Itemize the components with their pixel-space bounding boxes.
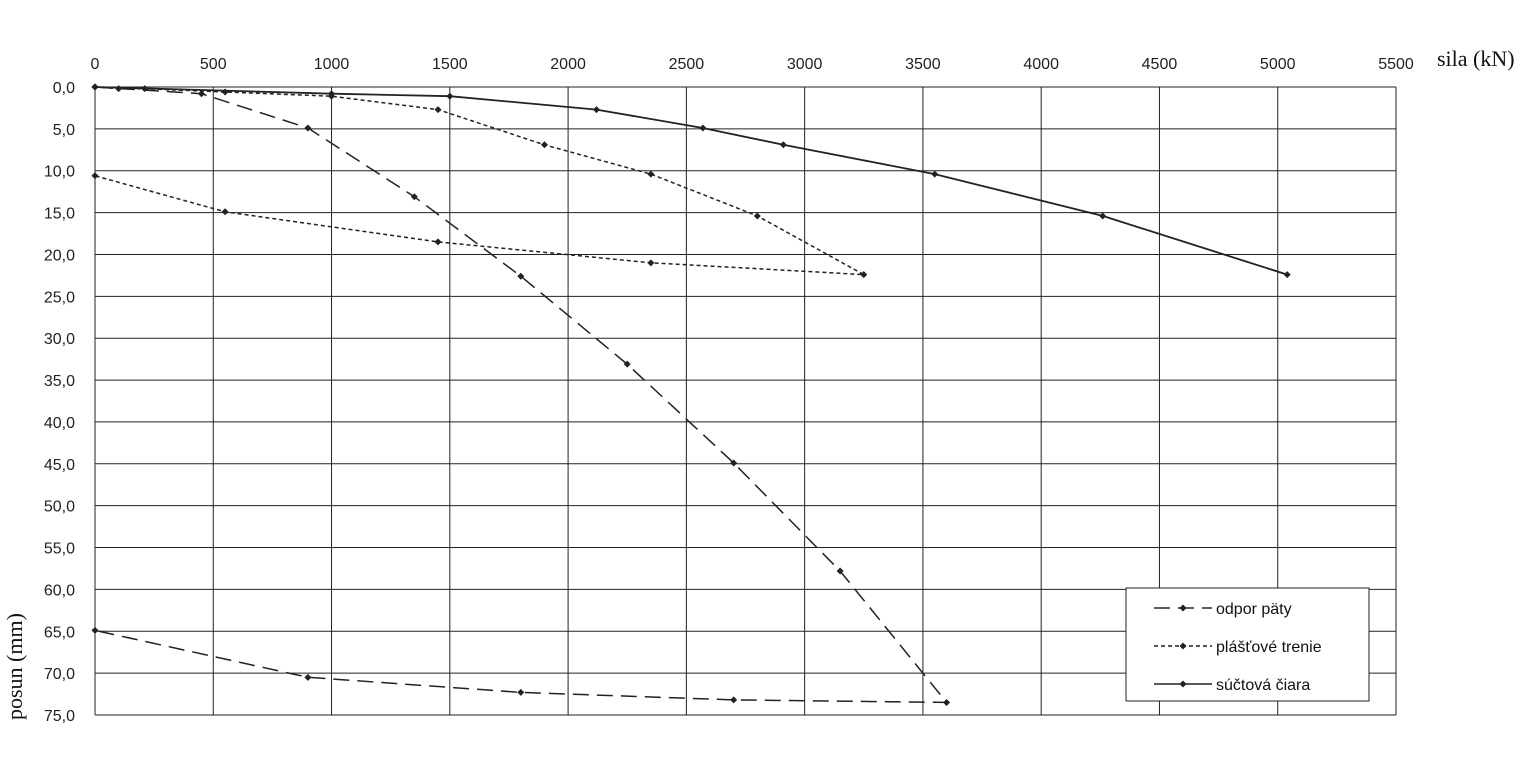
y-tick-label: 5,0 bbox=[53, 122, 75, 139]
y-tick-labels: 0,0 5,0 10,0 15,0 20,0 25,0 30,0 35,0 40,0 45,0 50… bbox=[44, 80, 75, 725]
legend-box bbox=[1125, 587, 1370, 702]
x-tick-label: 500 bbox=[200, 56, 227, 73]
legend-entry: súčtová čiara bbox=[1154, 677, 1310, 694]
data-point bbox=[434, 106, 442, 114]
x-tick-label: 1000 bbox=[314, 56, 350, 73]
data-point bbox=[91, 172, 99, 180]
x-tick-label: 4500 bbox=[1142, 56, 1178, 73]
y-tick-label: 0,0 bbox=[53, 80, 75, 97]
legend-label: odpor päty bbox=[1216, 601, 1292, 618]
series-3 bbox=[91, 83, 1291, 279]
legend-entry: plášťové trenie bbox=[1154, 639, 1322, 656]
data-point bbox=[860, 271, 868, 279]
y-tick-label: 75,0 bbox=[44, 708, 75, 725]
x-tick-label: 5500 bbox=[1378, 56, 1414, 73]
data-point bbox=[592, 106, 600, 114]
data-point bbox=[730, 696, 738, 704]
x-tick-label: 0 bbox=[91, 56, 100, 73]
y-tick-label: 70,0 bbox=[44, 666, 75, 683]
y-tick-label: 40,0 bbox=[44, 415, 75, 432]
data-point bbox=[730, 459, 738, 467]
y-tick-label: 45,0 bbox=[44, 457, 75, 474]
y-tick-label: 65,0 bbox=[44, 624, 75, 641]
x-tick-label: 1500 bbox=[432, 56, 468, 73]
legend: odpor päty plášťové trenie súčtová čiara bbox=[1125, 587, 1370, 702]
data-point bbox=[434, 238, 442, 246]
data-point bbox=[699, 124, 707, 132]
x-tick-label: 3500 bbox=[905, 56, 941, 73]
x-tick-labels: 0 500 1000 1500 2000 2500 3000 3500 4000 4500 5000… bbox=[91, 56, 1414, 73]
legend-marker bbox=[1179, 642, 1187, 650]
y-tick-label: 55,0 bbox=[44, 541, 75, 558]
data-point bbox=[943, 698, 951, 706]
data-point bbox=[446, 92, 454, 100]
data-point bbox=[91, 83, 99, 91]
legend-label: plášťové trenie bbox=[1216, 639, 1322, 656]
data-point bbox=[931, 170, 939, 178]
data-point bbox=[517, 272, 525, 280]
x-tick-label: 5000 bbox=[1260, 56, 1296, 73]
y-tick-label: 25,0 bbox=[44, 289, 75, 306]
series-layer bbox=[91, 83, 1291, 706]
data-point bbox=[647, 259, 655, 267]
x-axis-title: sila (kN) bbox=[1437, 46, 1515, 71]
y-tick-label: 35,0 bbox=[44, 373, 75, 390]
legend-entry: odpor päty bbox=[1154, 601, 1292, 618]
y-tick-label: 15,0 bbox=[44, 206, 75, 223]
y-tick-label: 60,0 bbox=[44, 582, 75, 599]
data-point bbox=[221, 208, 229, 216]
data-point bbox=[753, 212, 761, 220]
y-tick-label: 20,0 bbox=[44, 247, 75, 264]
data-point bbox=[517, 688, 525, 696]
x-tick-label: 2000 bbox=[550, 56, 586, 73]
data-point bbox=[304, 673, 312, 681]
y-axis-title: posun (mm) bbox=[2, 613, 27, 720]
data-point bbox=[1099, 212, 1107, 220]
data-point bbox=[1283, 271, 1291, 279]
x-tick-label: 4000 bbox=[1023, 56, 1059, 73]
data-point bbox=[779, 141, 787, 149]
data-point bbox=[540, 141, 548, 149]
y-tick-label: 50,0 bbox=[44, 499, 75, 516]
data-point bbox=[197, 90, 205, 98]
data-point bbox=[410, 193, 418, 201]
x-tick-label: 3000 bbox=[787, 56, 823, 73]
legend-label: súčtová čiara bbox=[1216, 677, 1310, 694]
data-point bbox=[836, 567, 844, 575]
legend-marker bbox=[1179, 680, 1187, 688]
data-point bbox=[91, 626, 99, 634]
y-tick-label: 30,0 bbox=[44, 331, 75, 348]
x-tick-label: 2500 bbox=[669, 56, 705, 73]
data-point bbox=[623, 360, 631, 368]
legend-marker bbox=[1179, 604, 1187, 612]
y-tick-label: 10,0 bbox=[44, 164, 75, 181]
data-point bbox=[304, 124, 312, 132]
data-point bbox=[328, 90, 336, 98]
data-point bbox=[647, 170, 655, 178]
